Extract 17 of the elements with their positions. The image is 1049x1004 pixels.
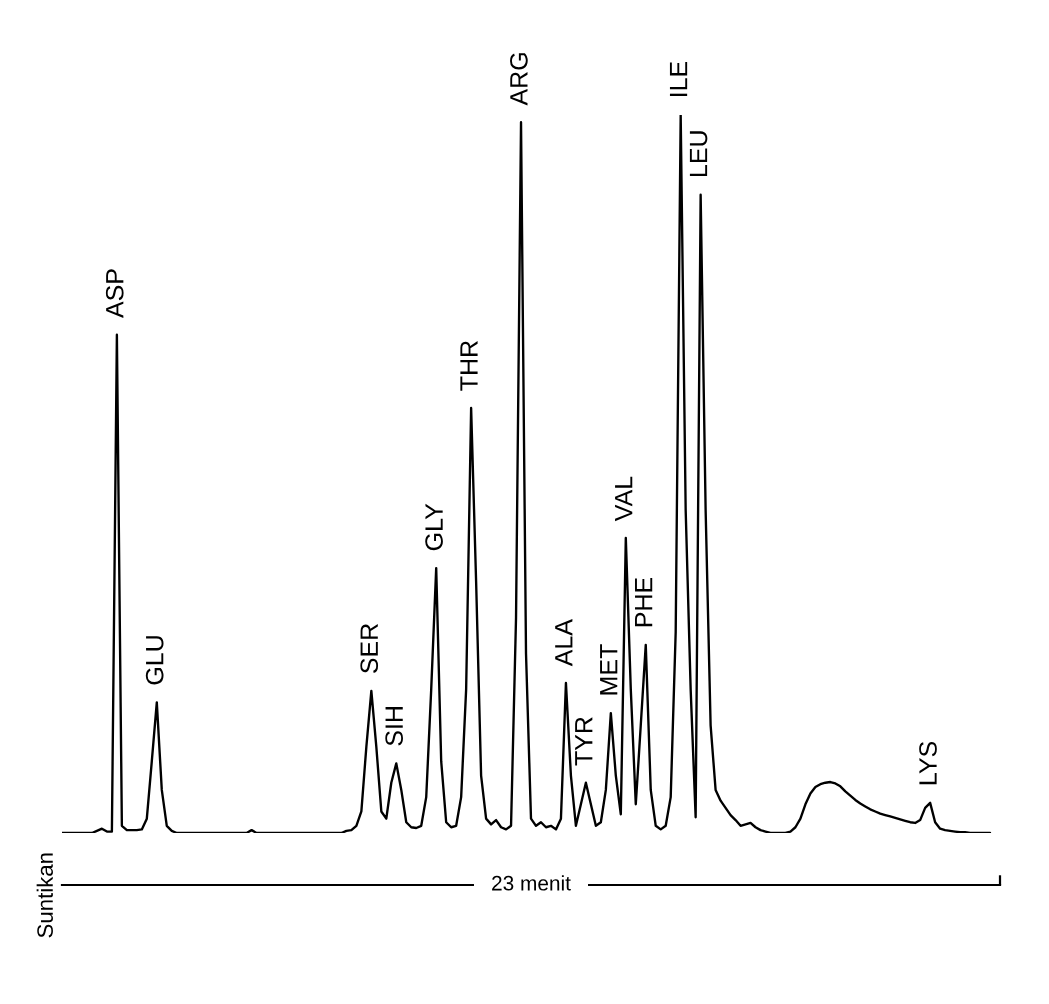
annotation: LYS: [919, 741, 937, 785]
annotation: ALA: [555, 619, 573, 667]
text: Suntikan: [36, 853, 53, 938]
annotation: ILE: [669, 61, 688, 97]
annotation: VAL: [615, 476, 633, 522]
annotation: THR: [460, 341, 478, 391]
annotation: GLY: [425, 503, 443, 551]
annotation: GLU: [145, 636, 164, 685]
annotation: MET: [600, 644, 618, 695]
annotation: TYR: [575, 717, 593, 766]
annotation: ARG: [510, 53, 528, 106]
x-axis-title: 23 menit: [492, 875, 571, 891]
annotation: SIH: [385, 707, 403, 746]
annotation: PHE: [635, 577, 653, 627]
annotation: SER: [360, 623, 379, 674]
annotation: ASP: [105, 269, 124, 318]
annotation: LEU: [689, 131, 708, 176]
